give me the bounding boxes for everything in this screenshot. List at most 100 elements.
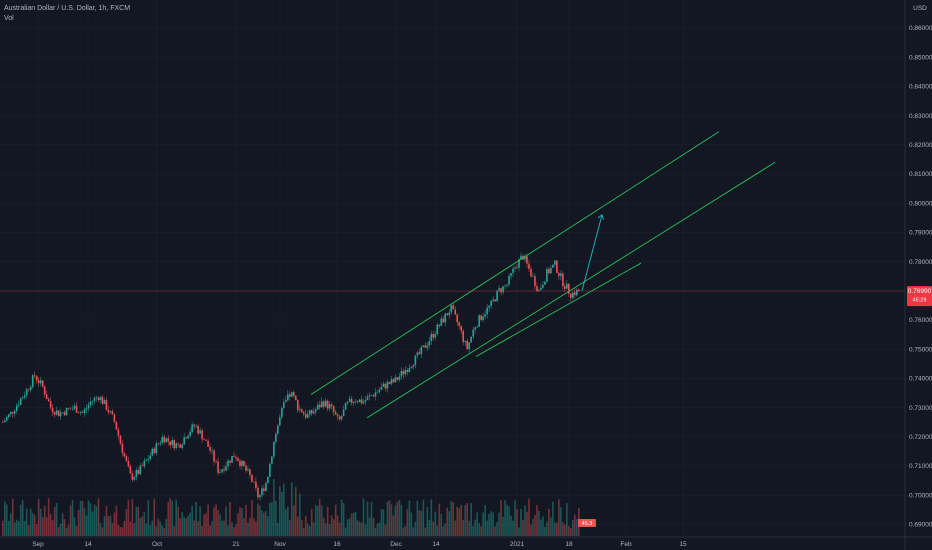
time-tick-label: 15	[679, 541, 687, 548]
volume-bar	[322, 517, 325, 536]
volume-bar	[366, 501, 369, 536]
candle-body	[298, 409, 301, 411]
candle-body	[165, 438, 168, 443]
candle-body	[283, 402, 285, 408]
time-tick-label: Oct	[152, 541, 162, 548]
volume-bar	[346, 519, 349, 536]
volume-bar	[249, 517, 251, 536]
candle-body	[15, 405, 18, 411]
candle-body	[372, 395, 375, 397]
candle-body	[482, 316, 484, 320]
volume-bar	[197, 521, 199, 536]
candle-body	[524, 256, 526, 260]
candle-body	[75, 405, 78, 413]
volume-bar	[137, 506, 140, 536]
volume-bar	[352, 513, 355, 536]
candle-body	[163, 436, 166, 443]
volume-bar	[522, 519, 524, 536]
arrow-head-icon	[597, 214, 604, 221]
candle-body	[426, 345, 429, 348]
candle-body	[416, 352, 419, 356]
candle-body	[133, 477, 136, 480]
candle-body	[213, 450, 215, 462]
candle-body	[113, 414, 116, 422]
volume-bar	[135, 506, 138, 536]
candle-body	[506, 284, 508, 286]
volume-bar	[165, 518, 168, 536]
candle-body	[542, 284, 544, 288]
candle-body	[554, 260, 556, 265]
volume-bar	[287, 506, 289, 536]
candle-body	[410, 366, 413, 369]
volume-bar	[69, 505, 72, 536]
volume-bar	[207, 504, 209, 536]
volume-bar	[462, 519, 465, 536]
volume-bar	[538, 510, 540, 536]
volume-bar	[289, 519, 291, 536]
volume-bar	[388, 500, 391, 536]
current-price-value: 0.76990	[908, 288, 932, 295]
volume-bar	[428, 520, 431, 536]
volume-bar	[87, 500, 90, 536]
volume-bar	[31, 513, 34, 536]
candle-body	[281, 407, 283, 418]
volume-bar	[528, 498, 530, 536]
volume-bar	[354, 511, 357, 536]
candle-body	[207, 440, 209, 447]
candle-body	[392, 379, 395, 383]
volume-bar	[504, 500, 506, 536]
candle-body	[380, 386, 383, 390]
volume-bar	[29, 508, 32, 536]
candle-body	[291, 392, 293, 397]
candle-body	[354, 401, 357, 402]
volume-bar	[109, 515, 112, 536]
volume-bar	[562, 522, 564, 536]
candle-body	[187, 435, 189, 439]
volume-bar	[314, 505, 317, 536]
candle-body	[418, 352, 421, 354]
volume-bar	[53, 507, 56, 536]
candle-body	[89, 401, 92, 406]
volume-bar	[179, 518, 181, 536]
volume-bar	[410, 512, 413, 536]
projection-arrow-line[interactable]	[581, 214, 603, 291]
volume-bar	[283, 483, 285, 536]
channel-upper-line[interactable]	[310, 131, 720, 395]
channel-lower-line[interactable]	[475, 262, 642, 357]
channel-mid-line[interactable]	[366, 161, 776, 419]
candle-body	[35, 376, 38, 381]
volume-bar	[103, 516, 106, 536]
time-axis[interactable]: Sep 14 Oct 21 Nov 16 Dec 14 2021 18 Feb 15	[32, 541, 687, 548]
volume-bar	[336, 515, 339, 536]
candle-body	[312, 411, 315, 414]
drawings[interactable]	[310, 131, 776, 419]
volume-bar	[85, 515, 88, 536]
volume-bar	[223, 520, 225, 536]
volume-bar	[460, 504, 463, 536]
volume-bar	[5, 504, 8, 536]
volume-indicator-label[interactable]: Vol	[4, 15, 14, 22]
candle-body	[536, 286, 538, 291]
symbol-title[interactable]: Australian Dollar / U.S. Dollar, 1h, FXC…	[4, 5, 131, 12]
candle-body	[259, 495, 261, 498]
volume-bar	[498, 512, 500, 536]
volume-bar	[502, 516, 504, 536]
candle-body	[95, 397, 98, 399]
candle-body	[490, 300, 492, 306]
volume-bar	[169, 498, 172, 536]
candle-body	[103, 400, 106, 404]
volume-bar	[99, 522, 102, 536]
price-tick-label: 0.80000	[909, 200, 932, 207]
volume-bar	[510, 515, 512, 536]
volume-bar	[253, 518, 255, 536]
volume-bar	[326, 506, 329, 536]
volume-bar	[320, 505, 323, 536]
candle-body	[223, 469, 225, 471]
volume-bar	[129, 521, 132, 536]
volume-value: 45.3	[582, 521, 593, 527]
candle-body	[269, 463, 271, 477]
volume-bar	[552, 501, 554, 536]
volume-bar	[275, 500, 277, 536]
volume-bar	[251, 500, 253, 536]
